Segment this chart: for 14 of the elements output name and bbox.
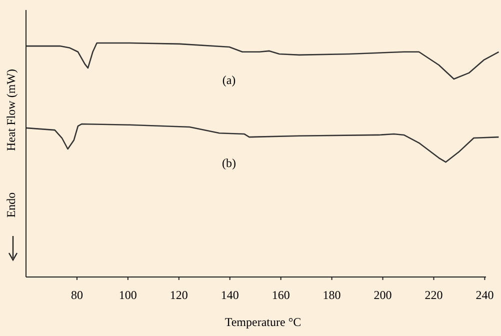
text: Endo — [4, 192, 18, 218]
x-tick-label: 220 — [424, 288, 443, 302]
x-tick-label: 140 — [220, 288, 239, 302]
y-axis-title: Heat Flow (mW) — [4, 69, 18, 151]
x-tick-label: 160 — [272, 288, 290, 302]
x-tick-label: 100 — [118, 288, 137, 302]
x-tick-label: 80 — [70, 288, 83, 302]
x-tick-label: 120 — [170, 288, 188, 302]
annotation: (b) — [222, 156, 236, 170]
x-tick-label: 240 — [476, 288, 494, 302]
x-axis-title: Temperature °C — [224, 315, 302, 329]
x-tick-label: 180 — [322, 288, 341, 302]
x-tick-label: 200 — [374, 288, 392, 302]
annotation: (a) — [222, 73, 236, 88]
